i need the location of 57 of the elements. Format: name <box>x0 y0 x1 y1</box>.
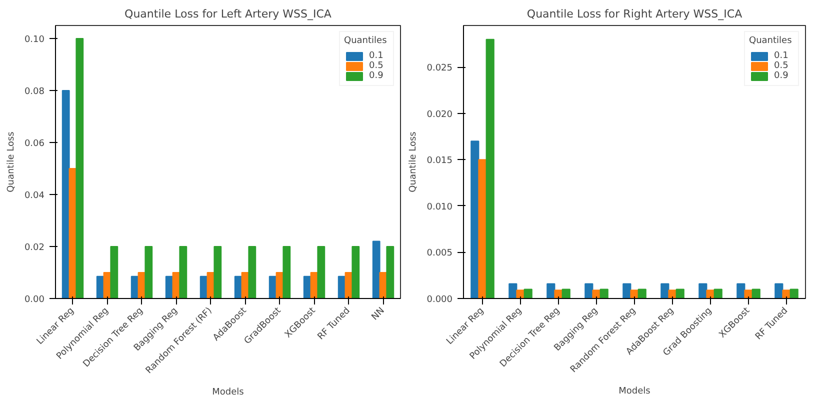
bar <box>736 283 746 298</box>
legend-title: Quantiles <box>344 36 388 46</box>
y-tick-label: 0.025 <box>426 64 452 74</box>
x-axis-title: Models <box>618 386 651 397</box>
legend-label: 0.9 <box>774 71 790 81</box>
bar <box>752 288 760 298</box>
bar <box>524 288 532 298</box>
y-tick-label: 0.02 <box>24 243 45 253</box>
bar <box>179 246 188 298</box>
legend-label: 0.5 <box>369 61 384 71</box>
legend-label: 0.9 <box>369 71 384 81</box>
y-axis-title: Quantile Loss <box>408 131 419 192</box>
y-tick-label: 0.08 <box>24 87 45 97</box>
y-axis-title: Quantile Loss <box>6 131 16 192</box>
bar <box>660 283 670 298</box>
bar <box>546 283 556 298</box>
bar <box>774 283 784 298</box>
bar <box>486 38 494 298</box>
chart-title: Quantile Loss for Left Artery WSS_ICA <box>124 8 332 20</box>
bar <box>600 288 608 298</box>
bar <box>317 246 326 298</box>
bar <box>76 38 84 298</box>
bar <box>282 246 291 298</box>
bar <box>714 288 722 298</box>
bar <box>638 288 646 298</box>
bar <box>248 246 256 298</box>
y-tick-label: 0.005 <box>426 248 452 259</box>
legend-label: 0.5 <box>774 61 790 71</box>
y-tick-label: 0.00 <box>24 295 45 305</box>
legend-title: Quantiles <box>749 36 793 46</box>
bar <box>144 246 153 298</box>
bar <box>110 246 118 298</box>
bar <box>478 159 487 298</box>
bar <box>352 246 360 298</box>
bar <box>676 288 684 298</box>
bar <box>698 283 708 298</box>
y-tick-label: 0.000 <box>426 295 453 305</box>
legend-label: 0.1 <box>369 51 384 61</box>
y-tick-label: 0.010 <box>426 202 453 212</box>
x-axis-title: Models <box>212 388 244 398</box>
legend-label: 0.1 <box>774 51 790 61</box>
y-tick-label: 0.015 <box>426 156 452 166</box>
x-tick-label: NN <box>370 306 387 323</box>
y-tick-label: 0.020 <box>426 110 453 120</box>
chart-title: Quantile Loss for Right Artery WSS_ICA <box>526 8 743 20</box>
y-tick-label: 0.06 <box>24 139 45 149</box>
bar <box>372 240 380 298</box>
bar <box>584 283 594 298</box>
bar <box>562 288 570 298</box>
bar <box>386 246 394 298</box>
bar <box>508 283 518 298</box>
bar <box>214 246 222 298</box>
y-tick-label: 0.04 <box>24 191 45 201</box>
bar <box>62 90 70 298</box>
y-tick-label: 0.10 <box>24 35 45 45</box>
bar <box>790 288 798 298</box>
bar <box>622 283 632 298</box>
